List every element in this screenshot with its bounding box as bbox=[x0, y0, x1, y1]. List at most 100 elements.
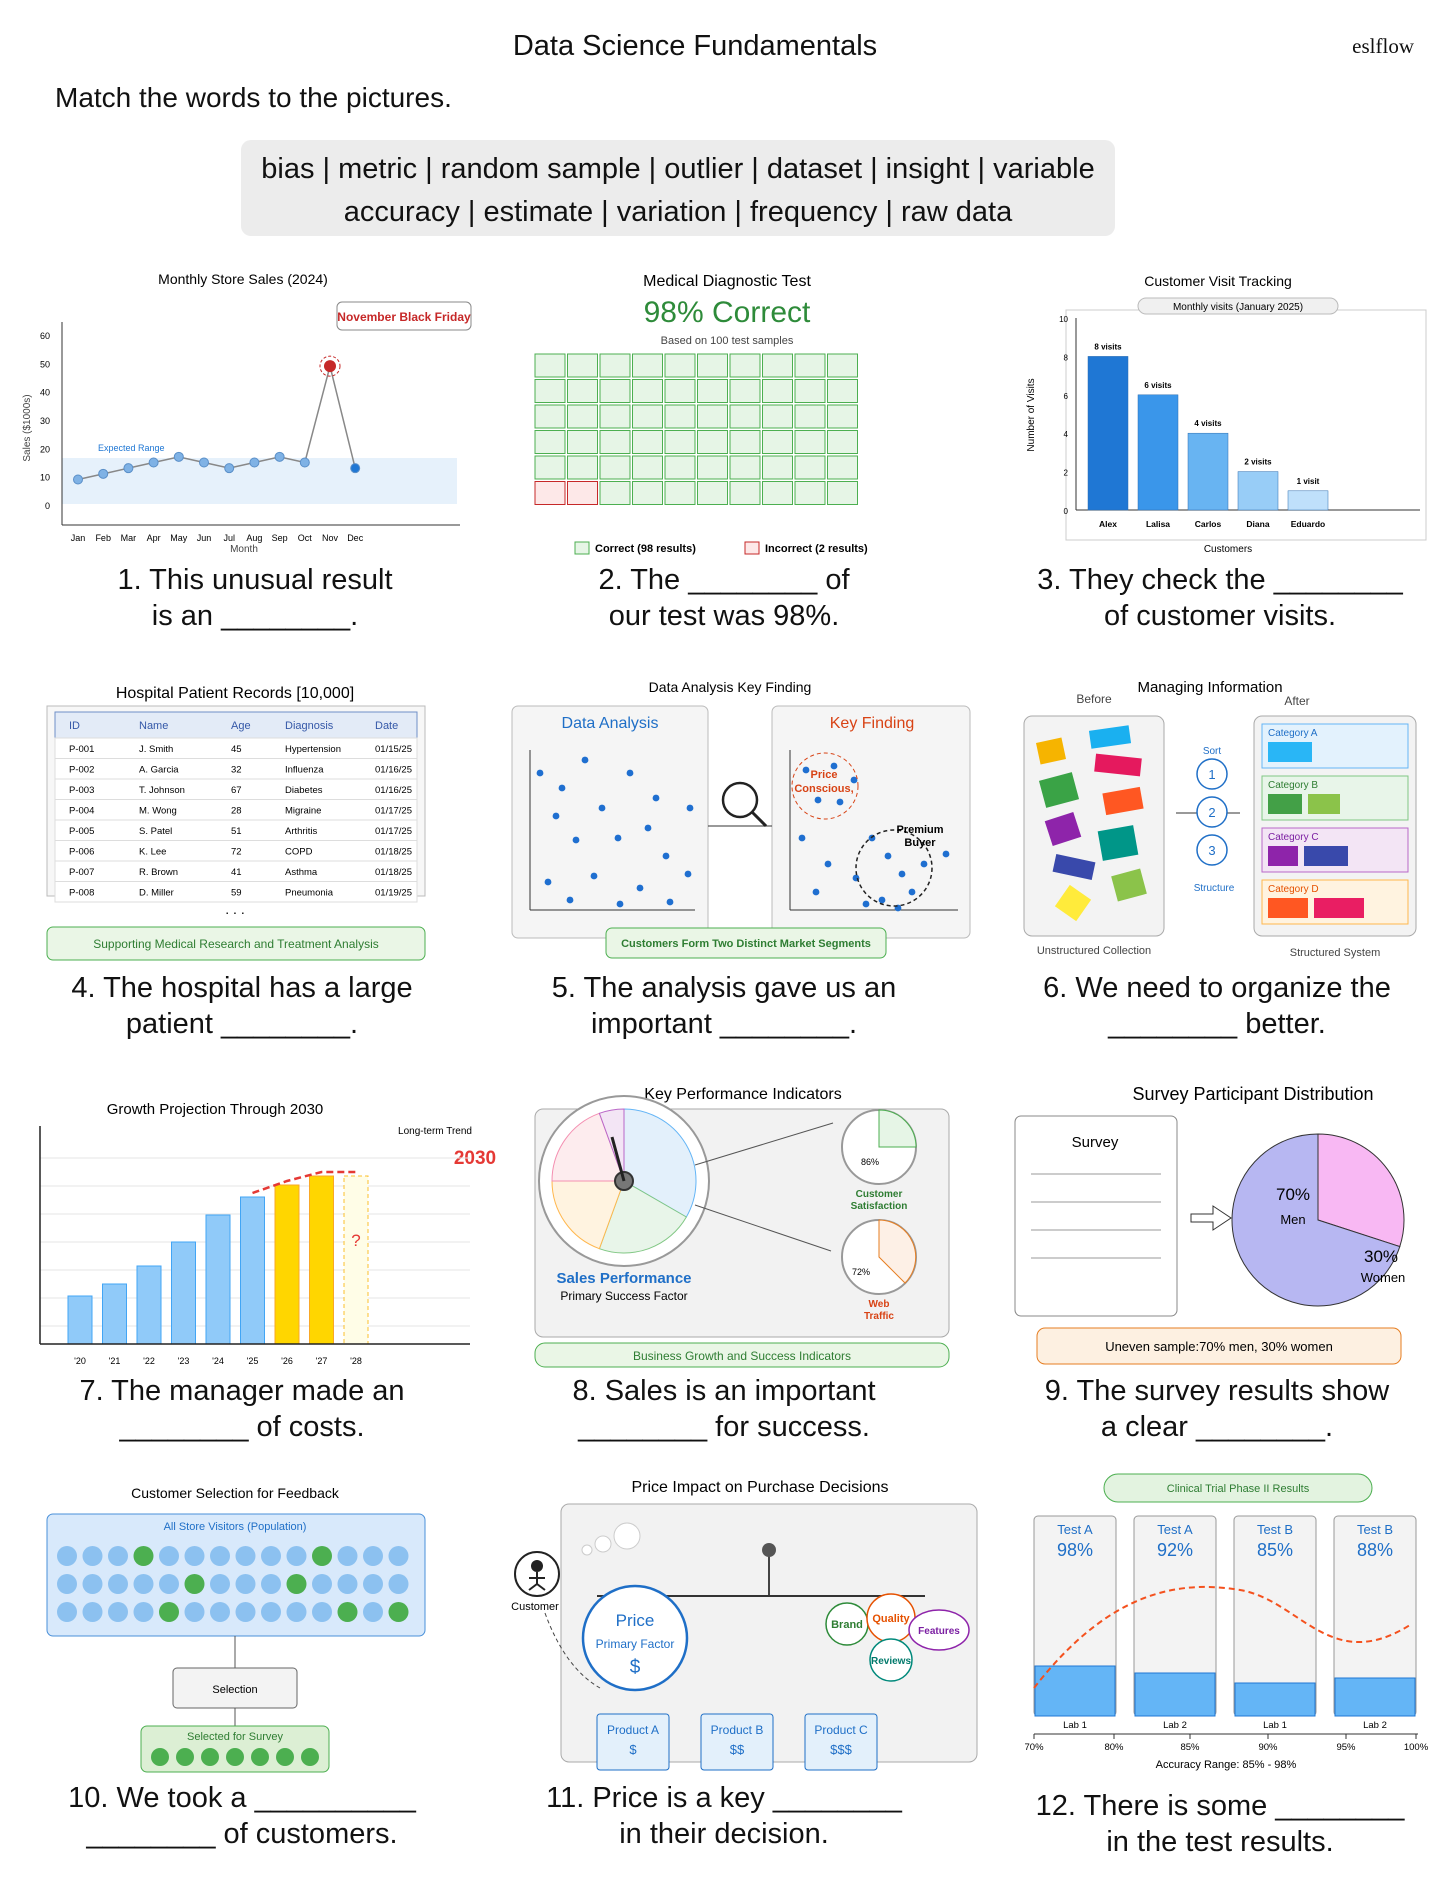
scale-label: 100% bbox=[1404, 1742, 1429, 1753]
bar-future bbox=[343, 1175, 369, 1345]
panel-key-finding: Data Analysis Key Finding Data Analysis … bbox=[510, 678, 980, 963]
analysis-box bbox=[511, 705, 709, 939]
y-tick-label: 10 bbox=[40, 473, 50, 483]
result-accuracy: 92% bbox=[1157, 1540, 1193, 1560]
diagnostic-title: Medical Diagnostic Test bbox=[643, 273, 811, 290]
caption-3: 3. They check the ________ of customer vi… bbox=[1037, 564, 1403, 632]
grid-cell-correct bbox=[827, 379, 858, 403]
grid-cell-correct bbox=[729, 404, 761, 429]
grid-cell-correct bbox=[632, 379, 663, 403]
grid-cell-correct bbox=[697, 353, 728, 378]
grid-cell-correct bbox=[697, 455, 728, 480]
data-point bbox=[73, 474, 83, 485]
reviews-label: Reviews bbox=[871, 1656, 911, 1667]
visitor bbox=[210, 1546, 230, 1566]
grid-cell-correct bbox=[664, 404, 696, 429]
visitor bbox=[235, 1574, 256, 1594]
legend-swatch-correct bbox=[574, 541, 590, 555]
scatter-point bbox=[626, 769, 634, 777]
records-title: Hospital Patient Records [10,000] bbox=[116, 685, 354, 702]
customer-label: Customer bbox=[511, 1601, 559, 1613]
kpi-link bbox=[694, 1204, 832, 1252]
kpi-2-value: 72% bbox=[852, 1267, 870, 1277]
scatter-point bbox=[636, 884, 644, 892]
sales-performance-label: Sales Performance bbox=[556, 1270, 691, 1287]
grid-cell-correct bbox=[794, 353, 826, 378]
table-header-cell: Date bbox=[375, 720, 398, 732]
panel-visits-chart: Customer Visit Tracking Monthly visits (… bbox=[1020, 270, 1427, 560]
selected-visitor bbox=[159, 1602, 179, 1622]
table-cell: Migraine bbox=[285, 806, 321, 817]
data-point bbox=[350, 463, 361, 474]
selected-person bbox=[251, 1748, 269, 1766]
grid-cell-correct bbox=[534, 379, 566, 403]
table-cell: 72 bbox=[231, 847, 242, 858]
kpi-footer: Business Growth and Success Indicators bbox=[633, 1349, 851, 1363]
x-axis-label: Month bbox=[230, 544, 258, 555]
women-pct: 30% bbox=[1364, 1247, 1398, 1266]
grid-cell-correct bbox=[827, 455, 858, 480]
caption-9: 9. The survey results show a clear ______… bbox=[1044, 1375, 1390, 1443]
grid-cell-correct bbox=[599, 353, 631, 378]
category-item bbox=[1268, 794, 1302, 814]
survey-form bbox=[1014, 1115, 1178, 1317]
clinical-results: Clinical Trial Phase II Results Test A 98… bbox=[1024, 1473, 1429, 1771]
panel-customer-selection: Customer Selection for Feedback All Stor… bbox=[45, 1480, 430, 1775]
caption-5: 5. The analysis gave us an important ____… bbox=[551, 972, 897, 1040]
scatter-point bbox=[590, 872, 598, 880]
scatter-point bbox=[558, 784, 566, 792]
caption-1: 1. This unusual result is an ________. bbox=[117, 564, 393, 632]
grid-cell-incorrect bbox=[567, 481, 598, 505]
x-tick-label: '24 bbox=[212, 1356, 224, 1366]
outlier-ring bbox=[319, 355, 341, 377]
caption-7: 7. The manager made an ________ of costs. bbox=[79, 1375, 405, 1443]
scatter-point bbox=[552, 812, 560, 820]
quality-label: Quality bbox=[872, 1613, 910, 1625]
bar-projected bbox=[309, 1175, 334, 1345]
table-cell: D. Miller bbox=[139, 888, 174, 899]
panel-managing-info: Managing Information Before After Unstru… bbox=[1020, 678, 1420, 963]
scatter-point bbox=[814, 796, 822, 804]
finding-box bbox=[771, 705, 971, 939]
caption-8: 8. Sales is an important ________ for suc… bbox=[572, 1375, 876, 1443]
data-point bbox=[98, 468, 109, 479]
x-tick-label: '23 bbox=[178, 1356, 190, 1366]
bar-eduardo bbox=[1287, 490, 1329, 511]
population-label: All Store Visitors (Population) bbox=[164, 1521, 307, 1533]
caption-10: 10. We took a __________ ________ of cust… bbox=[68, 1782, 416, 1850]
grid-cell-correct bbox=[729, 455, 761, 480]
sort-step bbox=[1196, 796, 1228, 828]
reviews-circle bbox=[869, 1638, 913, 1682]
y-tick-label: 10 bbox=[1059, 315, 1068, 324]
y-tick-label: 4 bbox=[1064, 430, 1069, 439]
scatter-point bbox=[878, 896, 886, 904]
customer-path bbox=[544, 1612, 601, 1689]
visitor bbox=[57, 1546, 77, 1566]
y-tick-label: 8 bbox=[1064, 353, 1069, 362]
y-tick-label: 0 bbox=[45, 501, 50, 511]
outlier-point bbox=[324, 360, 336, 373]
bar-projected bbox=[274, 1184, 300, 1345]
visits-title: Customer Visit Tracking bbox=[1144, 273, 1292, 289]
after-label: After bbox=[1284, 694, 1309, 708]
table-cell: 01/15/25 bbox=[375, 744, 412, 755]
scatter-point bbox=[802, 766, 810, 774]
records-footer: Supporting Medical Research and Treatmen… bbox=[93, 937, 379, 951]
sampling-diagram: Customer Selection for Feedback All Stor… bbox=[46, 1485, 426, 1773]
before-label: Before bbox=[1076, 692, 1112, 706]
scatter-point bbox=[572, 836, 580, 844]
category-item bbox=[1314, 898, 1364, 918]
features-label: Features bbox=[918, 1626, 960, 1637]
product-price: $ bbox=[629, 1742, 637, 1757]
product-name: Product C bbox=[814, 1723, 868, 1737]
y-tick-label: 60 bbox=[40, 331, 50, 341]
table-header-cell: Diagnosis bbox=[285, 720, 334, 732]
scatter-point bbox=[862, 900, 870, 908]
price-sub: Primary Factor bbox=[596, 1637, 675, 1651]
result-lab: Lab 1 bbox=[1063, 1720, 1087, 1731]
grid-cell-correct bbox=[762, 379, 793, 403]
visitor bbox=[82, 1546, 103, 1566]
bar-value-label: 2 visits bbox=[1244, 458, 1272, 467]
cluster-price-label: Conscious, bbox=[794, 783, 853, 795]
caption-12: 12. There is some ________ in the test re… bbox=[1035, 1790, 1405, 1858]
